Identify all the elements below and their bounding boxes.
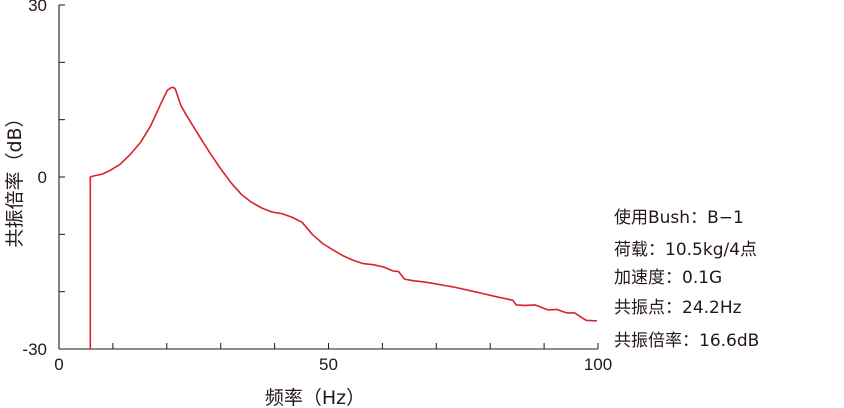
chart-axes (58, 5, 598, 350)
chart-tick-labels: 0 50 100 30 0 -30 (22, 0, 612, 374)
y-axis-title: 共振倍率（dB） (4, 108, 26, 247)
y-tick-label: 0 (38, 168, 47, 187)
x-tick-label: 0 (54, 355, 63, 374)
y-tick-label: 30 (28, 0, 47, 15)
spec-resonance-ratio: 共振倍率：16.6dB (614, 331, 760, 351)
spec-acceleration: 加速度：0.1G (614, 268, 723, 288)
spec-resonance-point: 共振点：24.2Hz (614, 298, 742, 318)
x-tick-label: 100 (584, 355, 612, 374)
y-tick-label: -30 (22, 340, 47, 359)
chart-ticks (59, 4, 599, 350)
resonance-curve (89, 86, 597, 349)
x-axis-title: 频率（Hz） (265, 387, 365, 408)
x-tick-label: 50 (319, 355, 338, 374)
spec-load: 荷载：10.5kg/4点 (614, 240, 758, 260)
spec-bush: 使用Bush：B−1 (614, 208, 744, 228)
